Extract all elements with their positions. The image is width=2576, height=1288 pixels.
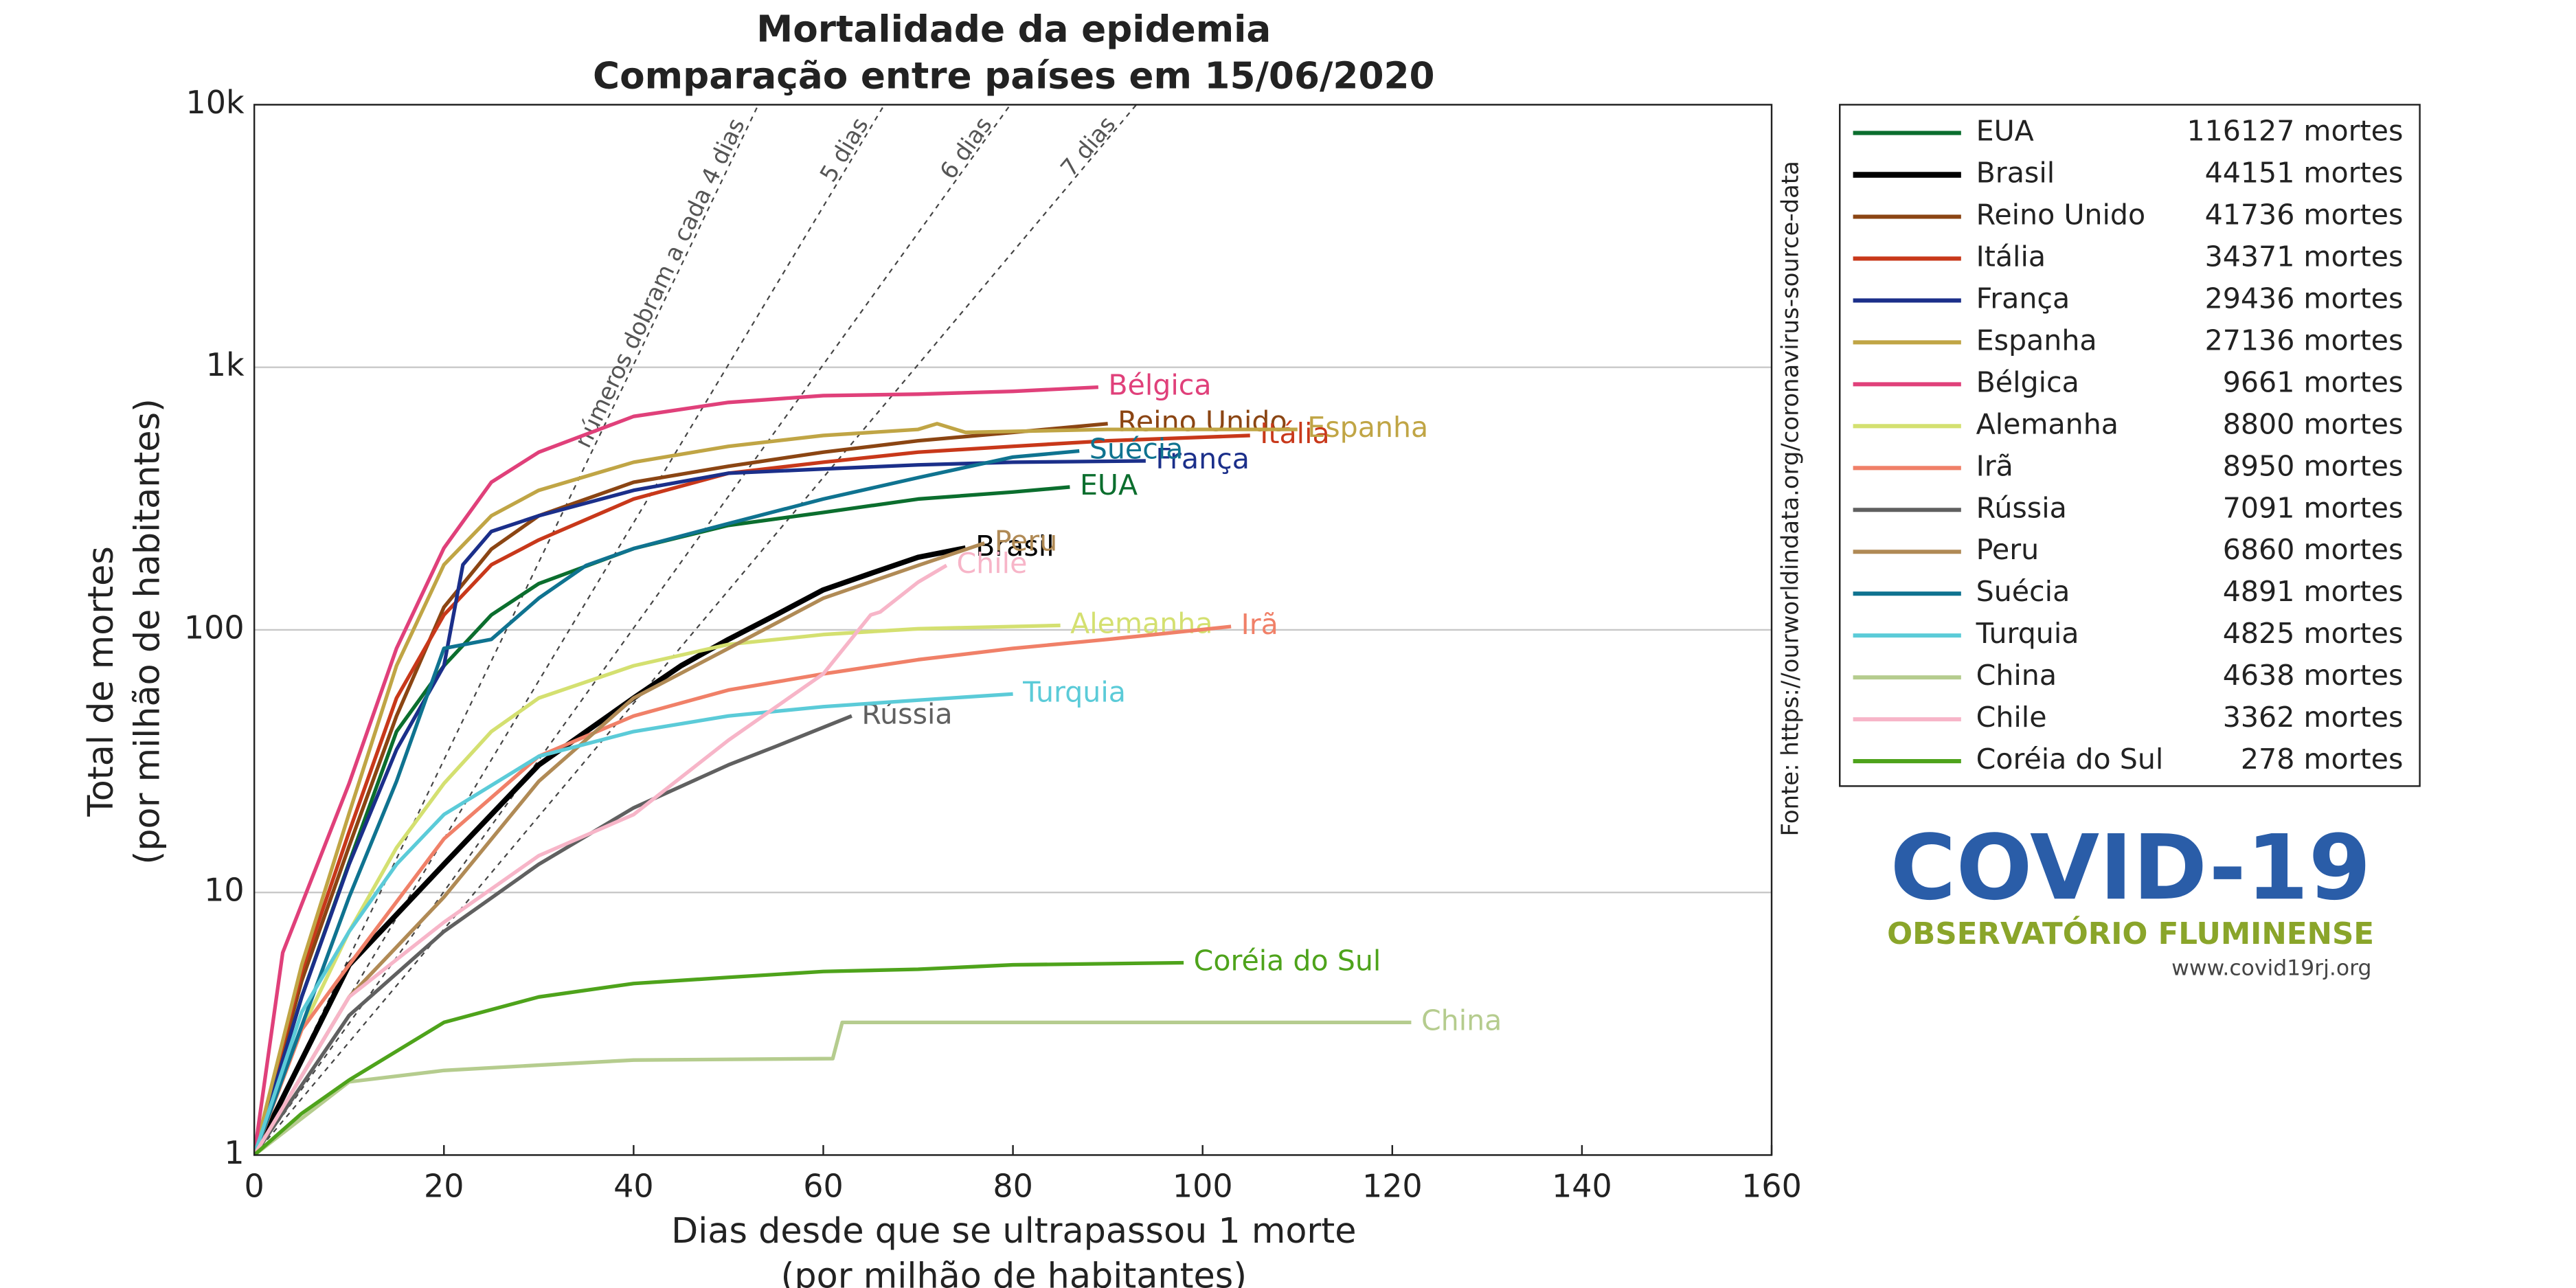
legend-note: 34371 mortes xyxy=(2205,240,2404,273)
series-line xyxy=(254,1020,1412,1155)
series-line xyxy=(254,433,1250,1155)
legend-label: Bélgica xyxy=(1976,365,2079,398)
x-tick-label: 140 xyxy=(1552,1167,1612,1204)
y-tick-label: 1k xyxy=(206,346,245,383)
series-line xyxy=(254,422,1298,1155)
series-end-label: Espanha xyxy=(1307,411,1428,444)
legend-note: 7091 mortes xyxy=(2223,491,2404,524)
series-line xyxy=(254,563,948,1155)
x-tick-label: 160 xyxy=(1741,1167,1802,1204)
legend-note: 29436 mortes xyxy=(2205,282,2404,315)
series-line xyxy=(254,545,967,1155)
series-end-label: Itália xyxy=(1260,417,1329,450)
x-axis-label: Dias desde que se ultrapassou 1 morte xyxy=(671,1210,1356,1251)
y-tick-label: 1 xyxy=(224,1134,244,1171)
x-tick-label: 0 xyxy=(245,1167,264,1204)
series-end-label: Peru xyxy=(995,525,1058,558)
legend-label: Chile xyxy=(1976,701,2047,734)
x-tick-label: 20 xyxy=(424,1167,464,1204)
legend-label: China xyxy=(1976,659,2057,692)
legend-note: 8800 mortes xyxy=(2223,407,2404,440)
legend-note: 6860 mortes xyxy=(2223,533,2404,566)
y-axis-label: (por milhão de habitantes) xyxy=(127,398,168,864)
legend-note: 3362 mortes xyxy=(2223,701,2404,734)
legend-note: 44151 mortes xyxy=(2205,157,2404,190)
series-line xyxy=(254,541,986,1155)
legend-note: 9661 mortes xyxy=(2223,365,2404,398)
logo-title: COVID-19 xyxy=(1890,815,2371,920)
x-tick-label: 120 xyxy=(1362,1167,1423,1204)
legend-note: 278 mortes xyxy=(2241,743,2403,776)
series-line xyxy=(254,960,1184,1155)
legend-label: Peru xyxy=(1976,533,2040,566)
legend-label: Turquia xyxy=(1976,617,2079,650)
series-end-label: Bélgica xyxy=(1108,369,1211,402)
series-end-label: Coréia do Sul xyxy=(1194,944,1381,977)
legend-note: 8950 mortes xyxy=(2223,449,2404,482)
series-line xyxy=(254,624,1232,1155)
logo-subtitle: OBSERVATÓRIO FLUMINENSE xyxy=(1887,915,2374,951)
y-tick-label: 10 xyxy=(204,872,244,909)
legend-label: EUA xyxy=(1976,115,2034,148)
series-end-label: Chile xyxy=(956,547,1027,580)
series-line xyxy=(254,459,1146,1155)
legend-label: Suécia xyxy=(1976,575,2070,608)
series-end-label: EUA xyxy=(1080,468,1138,501)
chart-subtitle: Comparação entre países em 15/06/2020 xyxy=(593,54,1435,97)
legend-label: Brasil xyxy=(1976,157,2055,190)
legend-label: Itália xyxy=(1976,240,2046,273)
legend-note: 4825 mortes xyxy=(2223,617,2404,650)
legend-label: Espanha xyxy=(1976,324,2097,357)
reference-line xyxy=(254,104,885,1155)
x-tick-label: 60 xyxy=(803,1167,843,1204)
series-line xyxy=(254,692,1013,1155)
series-end-label: China xyxy=(1421,1004,1502,1037)
series-end-label: Turquia xyxy=(1022,675,1126,708)
legend-note: 4891 mortes xyxy=(2223,575,2404,608)
series-end-label: Reino Unido xyxy=(1118,405,1287,438)
series-end-label: Brasil xyxy=(975,530,1054,563)
y-tick-label: 10k xyxy=(186,84,245,121)
series-end-label: Suécia xyxy=(1089,433,1184,466)
logo-url: www.covid19rj.org xyxy=(2171,956,2371,980)
legend-label: Coréia do Sul xyxy=(1976,743,2164,776)
legend-label: Alemanha xyxy=(1976,407,2119,440)
y-tick-label: 100 xyxy=(184,609,245,646)
chart-title: Mortalidade da epidemia xyxy=(756,8,1271,51)
legend-label: França xyxy=(1976,282,2070,315)
legend-note: 41736 mortes xyxy=(2205,198,2404,231)
legend-label: Rússia xyxy=(1976,491,2067,524)
plot-frame xyxy=(253,104,1773,1156)
legend-label: Irã xyxy=(1976,449,2013,482)
series-line xyxy=(254,385,1098,1155)
x-tick-label: 80 xyxy=(993,1167,1032,1204)
legend-note: 116127 mortes xyxy=(2187,115,2403,148)
series-end-label: França xyxy=(1155,442,1250,475)
series-end-label: Irã xyxy=(1241,608,1278,641)
series-line xyxy=(254,449,1080,1155)
x-tick-label: 40 xyxy=(613,1167,653,1204)
reference-line xyxy=(254,104,1011,1155)
legend-label: Reino Unido xyxy=(1976,198,2146,231)
legend-note: 4638 mortes xyxy=(2223,659,2404,692)
x-axis-label: (por milhão de habitantes) xyxy=(781,1255,1247,1288)
x-tick-label: 100 xyxy=(1173,1167,1233,1204)
source-note: Fonte: https://ourworldindata.org/corona… xyxy=(1777,161,1804,836)
legend-note: 27136 mortes xyxy=(2205,324,2404,357)
logo: COVID-19 OBSERVATÓRIO FLUMINENSE www.cov… xyxy=(1887,815,2374,980)
y-axis-label: Total de mortes xyxy=(80,546,121,817)
